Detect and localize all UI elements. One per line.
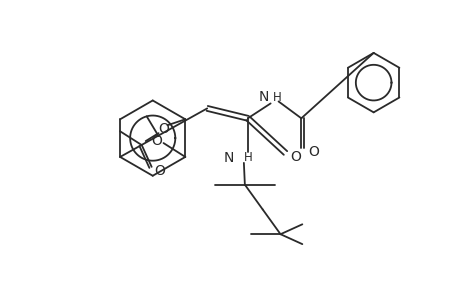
Text: O: O <box>307 145 318 159</box>
Text: H: H <box>272 91 281 104</box>
Text: O: O <box>290 150 301 164</box>
Text: N: N <box>257 91 268 104</box>
Text: N: N <box>223 151 234 165</box>
Text: O: O <box>154 164 165 178</box>
Text: O: O <box>158 122 168 136</box>
Text: H: H <box>243 152 252 164</box>
Text: O: O <box>151 134 162 148</box>
